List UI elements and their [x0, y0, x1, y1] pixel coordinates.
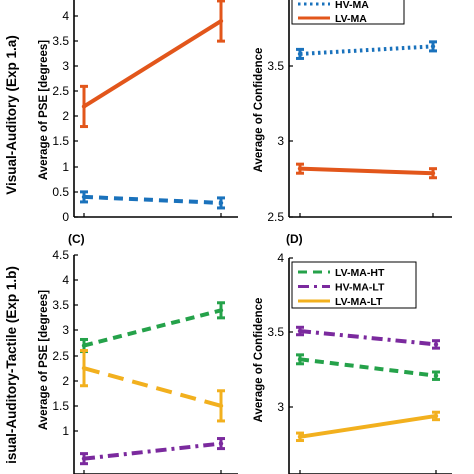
panel-a-y-tick-label: 1.5: [52, 134, 69, 148]
panel-d-data-point: [297, 357, 303, 362]
panel-b-series-line-1: [299, 166, 434, 176]
panel-a-y-tick-label: 3.5: [52, 34, 69, 48]
panel-b-y-tick-label: 3.5: [267, 59, 284, 73]
panel-b-data-point: [430, 171, 436, 176]
panel-c-series-line-0: [83, 308, 222, 348]
panel-b-data-point: [297, 51, 303, 57]
panel-c-y-tick-label: 4.5: [52, 248, 69, 262]
panel-d-legend-label: LV-MA-LT: [335, 296, 383, 308]
row-label-top: Visual-Auditory (Exp 1.a): [4, 35, 19, 195]
panel-c-label: (C): [68, 232, 85, 246]
panel-d-series-line-0: [299, 357, 437, 378]
panel-a-series-line-0: [82, 19, 223, 109]
panel-a-series-line-1: [83, 194, 222, 205]
panel-c-data-point: [218, 308, 224, 313]
panel-c-y-tick-label: 3: [62, 323, 69, 337]
panel-d-data-point: [297, 328, 303, 334]
panel-a-y-tick-label: 2: [62, 109, 69, 123]
panel-a-ylabel: Average of PSE [degrees]: [38, 40, 50, 180]
panel-d-series-line-2: [299, 413, 437, 439]
panel-b-series-line-0: [299, 44, 434, 56]
panel-d-y-tick-label: 3: [277, 400, 284, 414]
panel-d-legend-label: LV-MA-HT: [335, 267, 385, 279]
panel-c-y-tick-label: 3.5: [52, 298, 69, 312]
panel-c-ylabel: Average of PSE [degrees]: [38, 290, 50, 430]
panel-d-legend-label: HV-MA-LT: [335, 282, 385, 294]
panel-c-data-point: [218, 441, 224, 446]
panel-c-data-point: [218, 403, 224, 409]
panel-d-y-tick-label: 3.5: [267, 325, 284, 339]
panel-b-legend-label: LV-MA: [335, 13, 367, 25]
panel-c-series-line-1: [83, 366, 222, 408]
panel-c-y-tick-label: 1: [62, 424, 69, 438]
panel-d-y-tick-label: 4: [277, 251, 284, 265]
panel-b-y-tick-label: 3: [277, 134, 284, 148]
panel-b-data-point: [430, 44, 436, 49]
panel-c-y-tick-label: 2.5: [52, 349, 69, 363]
panel-c-y-tick-label: 1.5: [52, 399, 69, 413]
panel-c-pse-chart: (C) Average of PSE [degrees] 4.5 4 3.5 3 2.5…: [38, 232, 238, 474]
panel-c-y-tick-label: 2: [62, 374, 69, 388]
panel-a-data-point: [218, 18, 224, 24]
panel-a-data-point: [218, 200, 224, 206]
panel-d-label: (D): [286, 232, 303, 246]
panel-d-data-point: [433, 413, 439, 419]
panel-c-data-point: [81, 343, 87, 348]
panel-b-legend-label: HV-MA: [335, 0, 369, 11]
panel-b-legend-box: [291, 0, 405, 25]
panel-d-data-point: [433, 342, 439, 347]
panel-c-data-point: [81, 365, 87, 371]
panel-a-y-tick-label: 3: [62, 59, 69, 73]
panel-b-ylabel: Average of Confidence: [253, 48, 265, 173]
panel-d-data-point: [433, 373, 439, 378]
panel-a-y-tick-label: 4: [62, 9, 69, 23]
panel-a-y-tick-label: 2.5: [52, 84, 69, 98]
panel-a-data-point: [81, 104, 87, 109]
panel-d-data-point: [297, 434, 303, 439]
panel-a-y-tick-label: 0: [62, 210, 69, 224]
panel-b-confidence-chart: Average of Confidence 2.5 3 3.5 HV-MA LV-MA: [253, 0, 452, 224]
panel-d-ylabel: Average of Confidence: [253, 298, 265, 423]
panel-a-data-point: [81, 194, 87, 200]
panel-a-y-tick-label: 1: [62, 160, 69, 174]
panel-a-pse-chart: Average of PSE [degrees] 0 0.5 1 1.5 2 2.5 3 3.…: [38, 0, 238, 224]
panel-d-confidence-chart: (D) Average of Confidence 4 3.5 3 LV-MA-HT H…: [253, 232, 452, 474]
panel-b-y-tick-label: 2.5: [267, 210, 284, 224]
row-label-bottom: isual-Auditory-Tactile (Exp 1.b): [4, 266, 19, 464]
panel-c-data-point: [81, 456, 87, 461]
panel-d-series-line-1: [299, 329, 437, 347]
panel-c-series-line-2: [83, 441, 222, 461]
panel-a-y-tick-label: 0.5: [52, 185, 69, 199]
panel-b-data-point: [297, 166, 303, 171]
panel-c-y-tick-label: 4: [62, 273, 69, 287]
